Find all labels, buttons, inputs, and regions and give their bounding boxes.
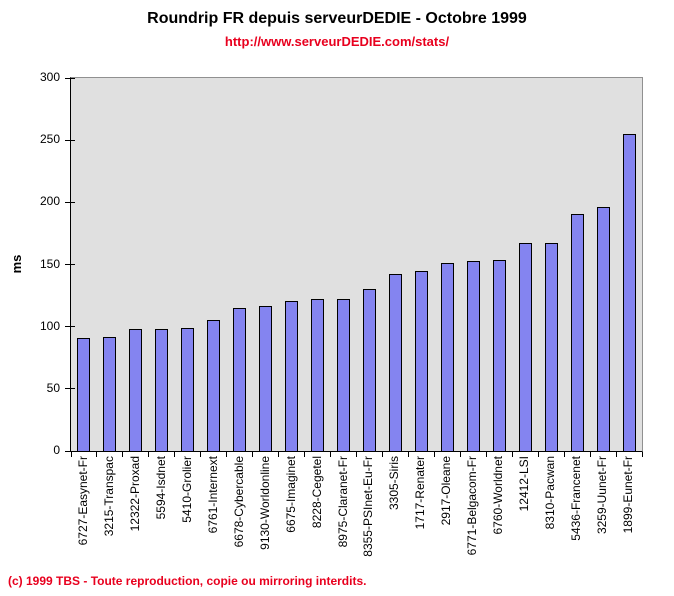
plot-area: [65, 77, 643, 457]
x-category-label: 6675-Imaginet: [283, 456, 298, 533]
bar-6678-Cybercable: [233, 308, 247, 451]
x-category-label: 5594-Isdnet: [153, 456, 168, 520]
x-category-label: 3305-Siris: [387, 456, 402, 511]
stats-url-link[interactable]: http://www.serveurDEDIE.com/stats/: [224, 34, 450, 49]
x-tick-mark: [304, 452, 306, 457]
bar-9130-Worldonline: [259, 305, 273, 451]
x-tick-mark: [278, 452, 280, 457]
bar-8310-Pacwan: [544, 243, 558, 451]
bar-6771-Belgacom-Fr: [466, 260, 480, 451]
x-tick-mark: [485, 452, 487, 457]
bar-1899-Eunet-Fr: [622, 133, 636, 451]
bar-8975-Claranet-Fr: [337, 299, 351, 451]
copyright-notice: (c) 1999 TBS - Toute reproduction, copie…: [8, 574, 367, 588]
x-tick-mark: [122, 452, 124, 457]
bar-3259-Uunet-Fr: [596, 207, 610, 451]
page-title: Roundrip FR depuis serveurDEDIE - Octobr…: [147, 10, 527, 27]
y-tick-mark: [65, 264, 75, 265]
y-tick-label: 100: [39, 318, 60, 333]
bar-5594-Isdnet: [155, 329, 169, 451]
bar-12322-Proxad: [129, 329, 143, 451]
x-tick-mark: [615, 452, 617, 457]
bar-6675-Imaginet: [285, 300, 299, 451]
x-category-label: 8355-PSInet-Eu-Fr: [361, 456, 376, 557]
x-tick-mark: [330, 452, 332, 457]
y-tick-label: 200: [39, 194, 60, 209]
x-category-label: 1717-Renater: [413, 456, 428, 530]
x-tick-mark: [511, 452, 513, 457]
x-category-label: 6760-Worldnet: [491, 456, 506, 535]
y-tick-mark: [65, 326, 75, 328]
x-category-label: 9130-Worldonline: [257, 456, 272, 550]
x-tick-mark: [563, 452, 565, 457]
x-category-label: 8228-Cegetel: [309, 456, 324, 529]
x-tick-mark: [381, 452, 383, 457]
bar-3215-Transpac: [103, 336, 117, 451]
bar-6727-Easynet-Fr: [77, 337, 91, 451]
bar-6760-Worldnet: [492, 259, 506, 451]
x-tick-mark: [70, 452, 72, 457]
x-category-label: 6678-Cybercable: [231, 456, 246, 548]
bar-1717-Renater: [414, 270, 428, 451]
y-tick-label: 0: [53, 443, 60, 457]
x-tick-mark: [459, 452, 461, 457]
x-tick-mark: [537, 452, 539, 457]
x-tick-mark: [226, 452, 228, 457]
x-tick-mark: [641, 452, 643, 457]
x-category-label: 3259-Uunet-Fr: [595, 456, 610, 535]
x-category-label: 6761-Internext: [205, 456, 220, 534]
x-category-label: 12412-LSI: [517, 456, 532, 512]
x-category-label: 5436-Francenet: [569, 456, 584, 541]
x-category-label: 1899-Eunet-Fr: [621, 456, 636, 534]
x-tick-mark: [356, 452, 357, 457]
y-tick-label: 300: [39, 70, 60, 84]
x-category-label: 8975-Claranet-Fr: [335, 456, 350, 548]
x-tick-mark: [200, 452, 202, 457]
x-category-label: 2917-Oleane: [439, 456, 454, 526]
y-tick-mark: [65, 201, 75, 203]
y-tick-label: 250: [39, 132, 60, 147]
x-axis-category-labels: 6727-Easynet-Fr 3215-Transpac 12322-Proxad…: [70, 456, 641, 571]
x-category-label: 8310-Pacwan: [543, 456, 558, 530]
x-tick-mark: [407, 452, 409, 457]
y-tick-mark: [65, 77, 75, 79]
bar-3305-Siris: [388, 274, 402, 451]
y-tick-mark: [65, 450, 75, 452]
bar-8228-Cegetel: [311, 299, 325, 451]
bar-8355-PSInet-Eu-Fr: [362, 289, 376, 451]
bar-5410-Grolier: [181, 327, 195, 451]
x-category-label: 5410-Grolier: [179, 456, 194, 523]
bar-5436-Francenet: [570, 213, 584, 451]
y-axis-tick-labels: 0 50 100 150 200 250 300: [0, 70, 60, 457]
x-tick-mark: [252, 452, 254, 457]
y-tick-label: 50: [46, 380, 60, 395]
bar-2917-Oleane: [440, 263, 454, 451]
y-tick-mark: [65, 139, 75, 141]
x-category-label: 3215-Transpac: [101, 456, 116, 537]
x-tick-mark: [174, 452, 176, 457]
bar-12412-LSI: [518, 243, 532, 451]
y-tick-mark: [65, 388, 75, 390]
x-tick-mark: [148, 452, 150, 457]
x-category-label: 6771-Belgacom-Fr: [465, 456, 480, 556]
x-category-label: 6727-Easynet-Fr: [75, 456, 90, 546]
x-tick-mark: [433, 452, 435, 457]
bar-6761-Internext: [207, 320, 221, 451]
x-tick-mark: [589, 452, 591, 457]
y-tick-label: 150: [39, 256, 60, 271]
x-category-label: 12322-Proxad: [127, 456, 142, 532]
x-tick-mark: [96, 452, 98, 457]
